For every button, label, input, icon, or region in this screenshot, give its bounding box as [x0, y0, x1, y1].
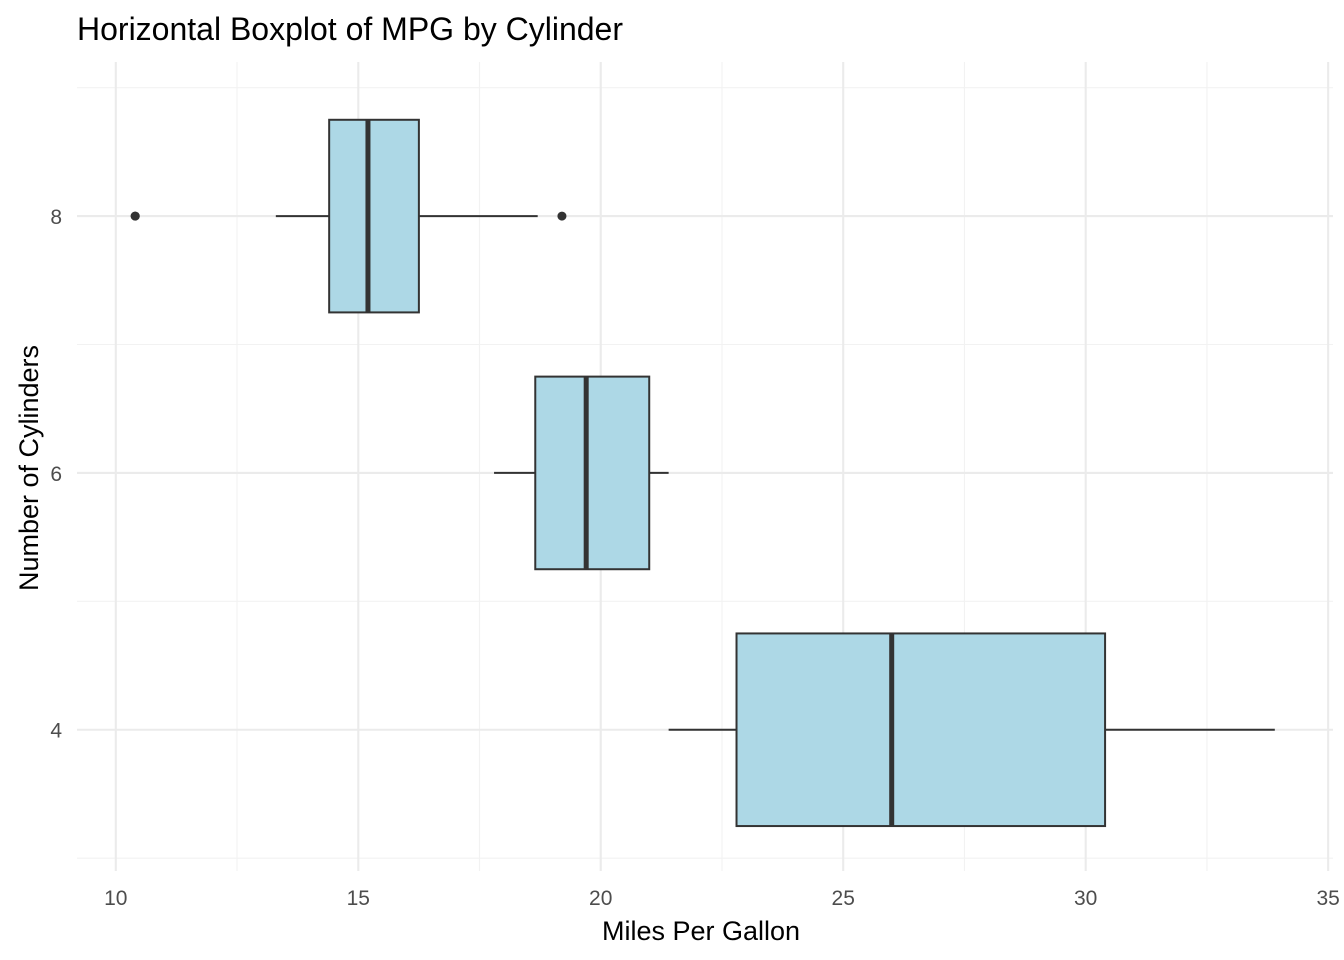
- x-axis-ticks: 10 15 20 25 30 35: [104, 887, 1340, 910]
- x-tick-label: 35: [1316, 887, 1339, 910]
- outlier-point: [130, 211, 140, 221]
- x-tick-label: 30: [1074, 887, 1097, 910]
- box-group-6: [494, 375, 669, 571]
- y-tick-label: 8: [50, 206, 62, 229]
- box: [328, 118, 420, 314]
- grid: [77, 62, 1333, 871]
- y-tick-label: 4: [50, 720, 62, 743]
- x-tick-label: 15: [347, 887, 370, 910]
- chart-title: Horizontal Boxplot of MPG by Cylinder: [77, 11, 623, 47]
- x-tick-label: 25: [832, 887, 855, 910]
- y-axis-label: Number of Cylinders: [14, 345, 44, 591]
- y-axis-ticks: 4 6 8: [50, 206, 62, 743]
- x-tick-label: 20: [589, 887, 612, 910]
- y-tick-label: 6: [50, 463, 62, 486]
- box-group-4: [668, 632, 1275, 828]
- outlier-point: [557, 211, 567, 221]
- box: [735, 632, 1107, 828]
- x-axis-label: Miles Per Gallon: [602, 916, 800, 946]
- boxes: [130, 118, 1275, 828]
- box-group-8: [130, 118, 567, 314]
- x-tick-label: 10: [104, 887, 127, 910]
- box: [534, 375, 651, 571]
